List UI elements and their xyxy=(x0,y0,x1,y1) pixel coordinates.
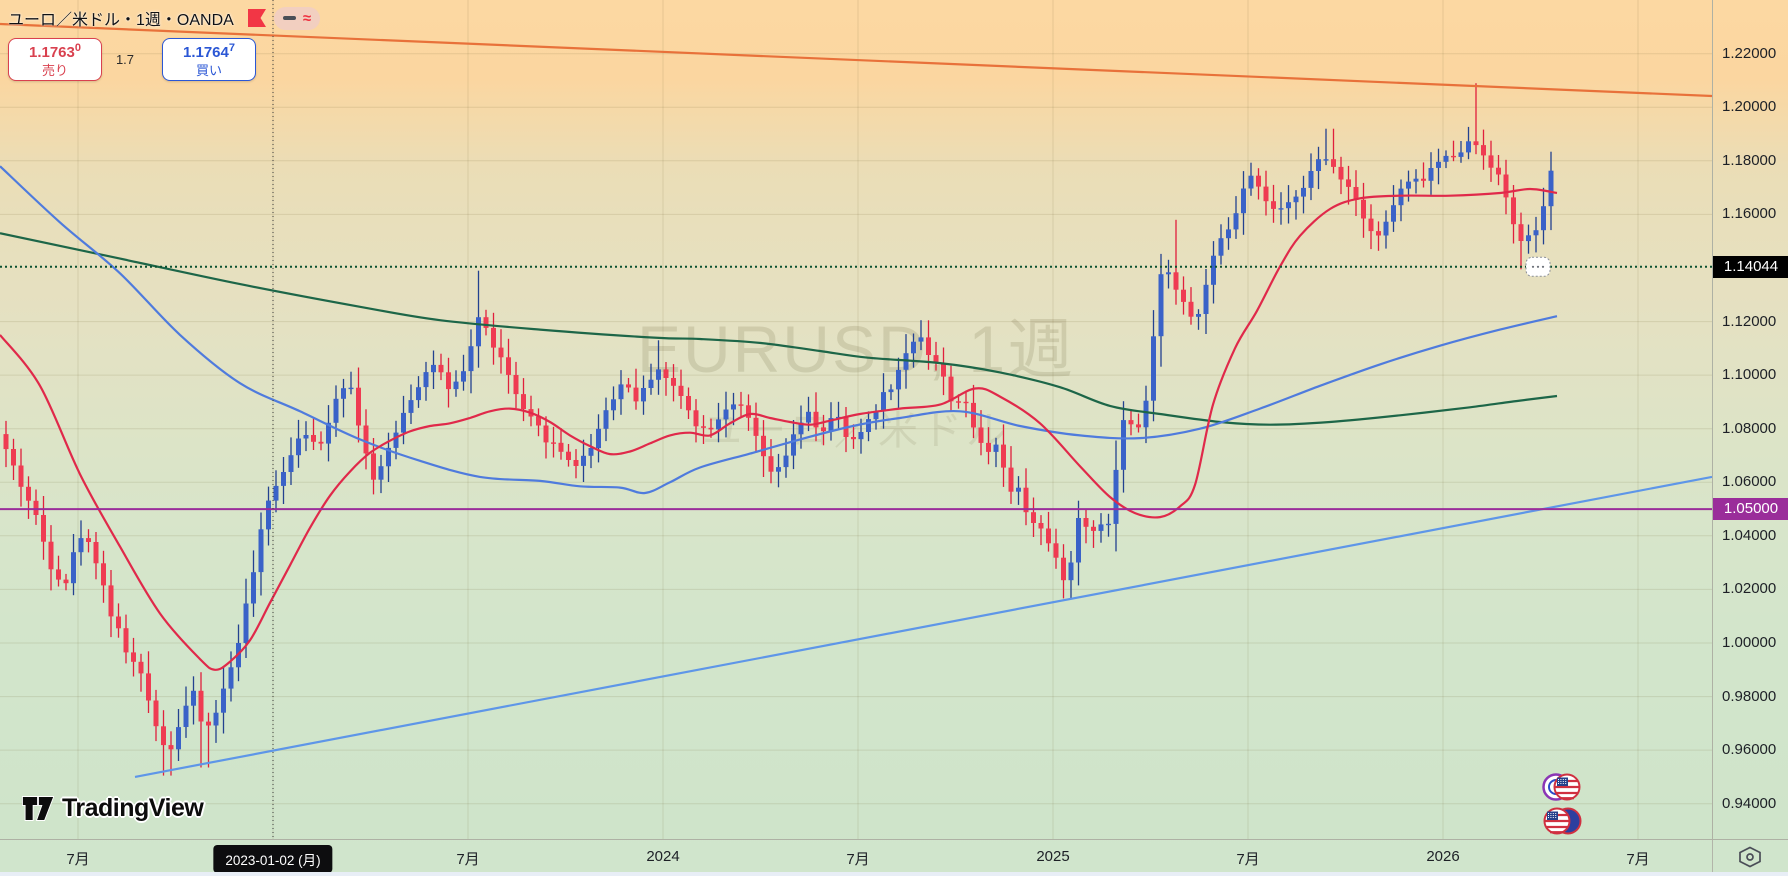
price-axis[interactable]: 1.22000 1.20000 1.18000 1.16000 1.12000 1.100… xyxy=(1712,0,1788,876)
price-tick-label: 1.12000 xyxy=(1722,313,1777,330)
price-tick-label: 1.06000 xyxy=(1722,473,1777,490)
price-tick-label: 1.00000 xyxy=(1722,634,1777,651)
support-trendline xyxy=(134,475,1712,778)
sell-button[interactable]: 1.17630 売り xyxy=(8,38,102,81)
moving-averages-layer xyxy=(0,165,1558,671)
eu-us-flag-icon xyxy=(1542,773,1581,801)
buy-button[interactable]: 1.17647 買い xyxy=(162,38,256,81)
window-edge xyxy=(0,872,1788,876)
chart-status-pill: ≈ xyxy=(273,6,321,30)
price-tick-label: 0.98000 xyxy=(1722,688,1777,705)
time-tick-label: 7月 xyxy=(1626,851,1650,868)
ma-fast-20w xyxy=(0,187,1558,671)
time-tick-label: 7月 xyxy=(846,851,870,868)
dash-icon[interactable] xyxy=(282,16,296,20)
time-axis[interactable]: 7月 2023-01-02 (月) 7月 2024 7月 2025 7月 2026 7月 xyxy=(0,839,1788,873)
time-tick-label: 2025 xyxy=(1036,848,1070,865)
price-tick-label: 1.20000 xyxy=(1722,98,1777,115)
price-tick-label: 1.18000 xyxy=(1722,152,1777,169)
candles-layer xyxy=(3,83,1554,776)
time-tick-label: 2024 xyxy=(646,848,680,865)
sell-label: 売り xyxy=(41,63,68,78)
grid-lines xyxy=(0,0,1712,839)
buy-label: 買い xyxy=(195,63,222,78)
price-level-badge: 1.14044 xyxy=(1713,256,1788,278)
ma-mid-55w xyxy=(0,165,1558,495)
price-tick-label: 1.16000 xyxy=(1722,205,1777,222)
symbol-title: ユーロ／米ドル・1週・OANDA xyxy=(8,12,234,29)
price-tick-label: 0.96000 xyxy=(1722,741,1777,758)
price-level-badge: 1.05000 xyxy=(1713,498,1788,520)
price-tick-label: 0.94000 xyxy=(1722,795,1777,812)
price-tick-label: 1.22000 xyxy=(1722,45,1777,62)
sell-price-pip: 0 xyxy=(74,42,81,54)
price-tick-label: 1.08000 xyxy=(1722,420,1777,437)
tradingview-logo-text: TradingView xyxy=(62,794,204,822)
chart-header: ユーロ／米ドル・1週・OANDA ≈ 1.17630 売り 1.7 1.1764… xyxy=(8,6,321,81)
red-flag-icon[interactable] xyxy=(247,9,266,27)
time-tick-label: 7月 xyxy=(456,851,480,868)
sell-price: 1.1763 xyxy=(28,44,75,61)
axis-settings-icon[interactable] xyxy=(1736,846,1764,868)
time-tick-label: 7月 xyxy=(66,851,90,868)
approx-icon[interactable]: ≈ xyxy=(302,9,312,27)
tradingview-logo-icon xyxy=(22,796,54,821)
price-tick-label: 1.02000 xyxy=(1722,580,1777,597)
time-tick-label: 2026 xyxy=(1426,848,1460,865)
us-eu-flag-icon xyxy=(1543,807,1582,835)
buy-price-pip: 7 xyxy=(228,42,235,54)
spread-value: 1.7 xyxy=(115,52,135,67)
time-tick-label: 7月 xyxy=(1236,851,1260,868)
symbol-pair-flags xyxy=(1540,770,1590,845)
price-tick-label: 1.10000 xyxy=(1722,366,1777,383)
price-chart-canvas[interactable] xyxy=(0,0,1712,839)
ma-slow-200w xyxy=(0,232,1558,426)
buy-price: 1.1764 xyxy=(182,44,229,61)
resistance-trendline xyxy=(0,22,1712,98)
crosshair-date-badge: 2023-01-02 (月) xyxy=(213,845,333,873)
tradingview-logo[interactable]: TradingView xyxy=(22,794,204,823)
price-tick-label: 1.04000 xyxy=(1722,527,1777,544)
